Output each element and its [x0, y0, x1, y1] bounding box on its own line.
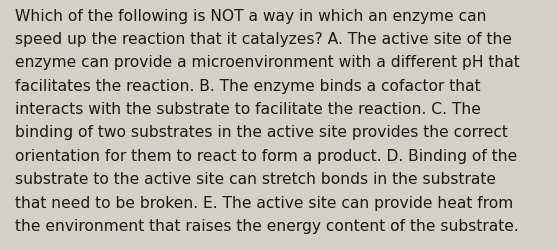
Text: facilitates the reaction. B. The enzyme binds a cofactor that: facilitates the reaction. B. The enzyme …	[15, 78, 480, 94]
Text: speed up the reaction that it catalyzes? A. The active site of the: speed up the reaction that it catalyzes?…	[15, 32, 512, 47]
Text: Which of the following is NOT a way in which an enzyme can: Which of the following is NOT a way in w…	[15, 9, 487, 24]
Text: enzyme can provide a microenvironment with a different pH that: enzyme can provide a microenvironment wi…	[15, 55, 520, 70]
Text: binding of two substrates in the active site provides the correct: binding of two substrates in the active …	[15, 125, 508, 140]
Text: substrate to the active site can stretch bonds in the substrate: substrate to the active site can stretch…	[15, 172, 496, 186]
Text: orientation for them to react to form a product. D. Binding of the: orientation for them to react to form a …	[15, 148, 517, 163]
Text: interacts with the substrate to facilitate the reaction. C. The: interacts with the substrate to facilita…	[15, 102, 481, 117]
Text: the environment that raises the energy content of the substrate.: the environment that raises the energy c…	[15, 218, 519, 233]
Text: that need to be broken. E. The active site can provide heat from: that need to be broken. E. The active si…	[15, 195, 513, 210]
